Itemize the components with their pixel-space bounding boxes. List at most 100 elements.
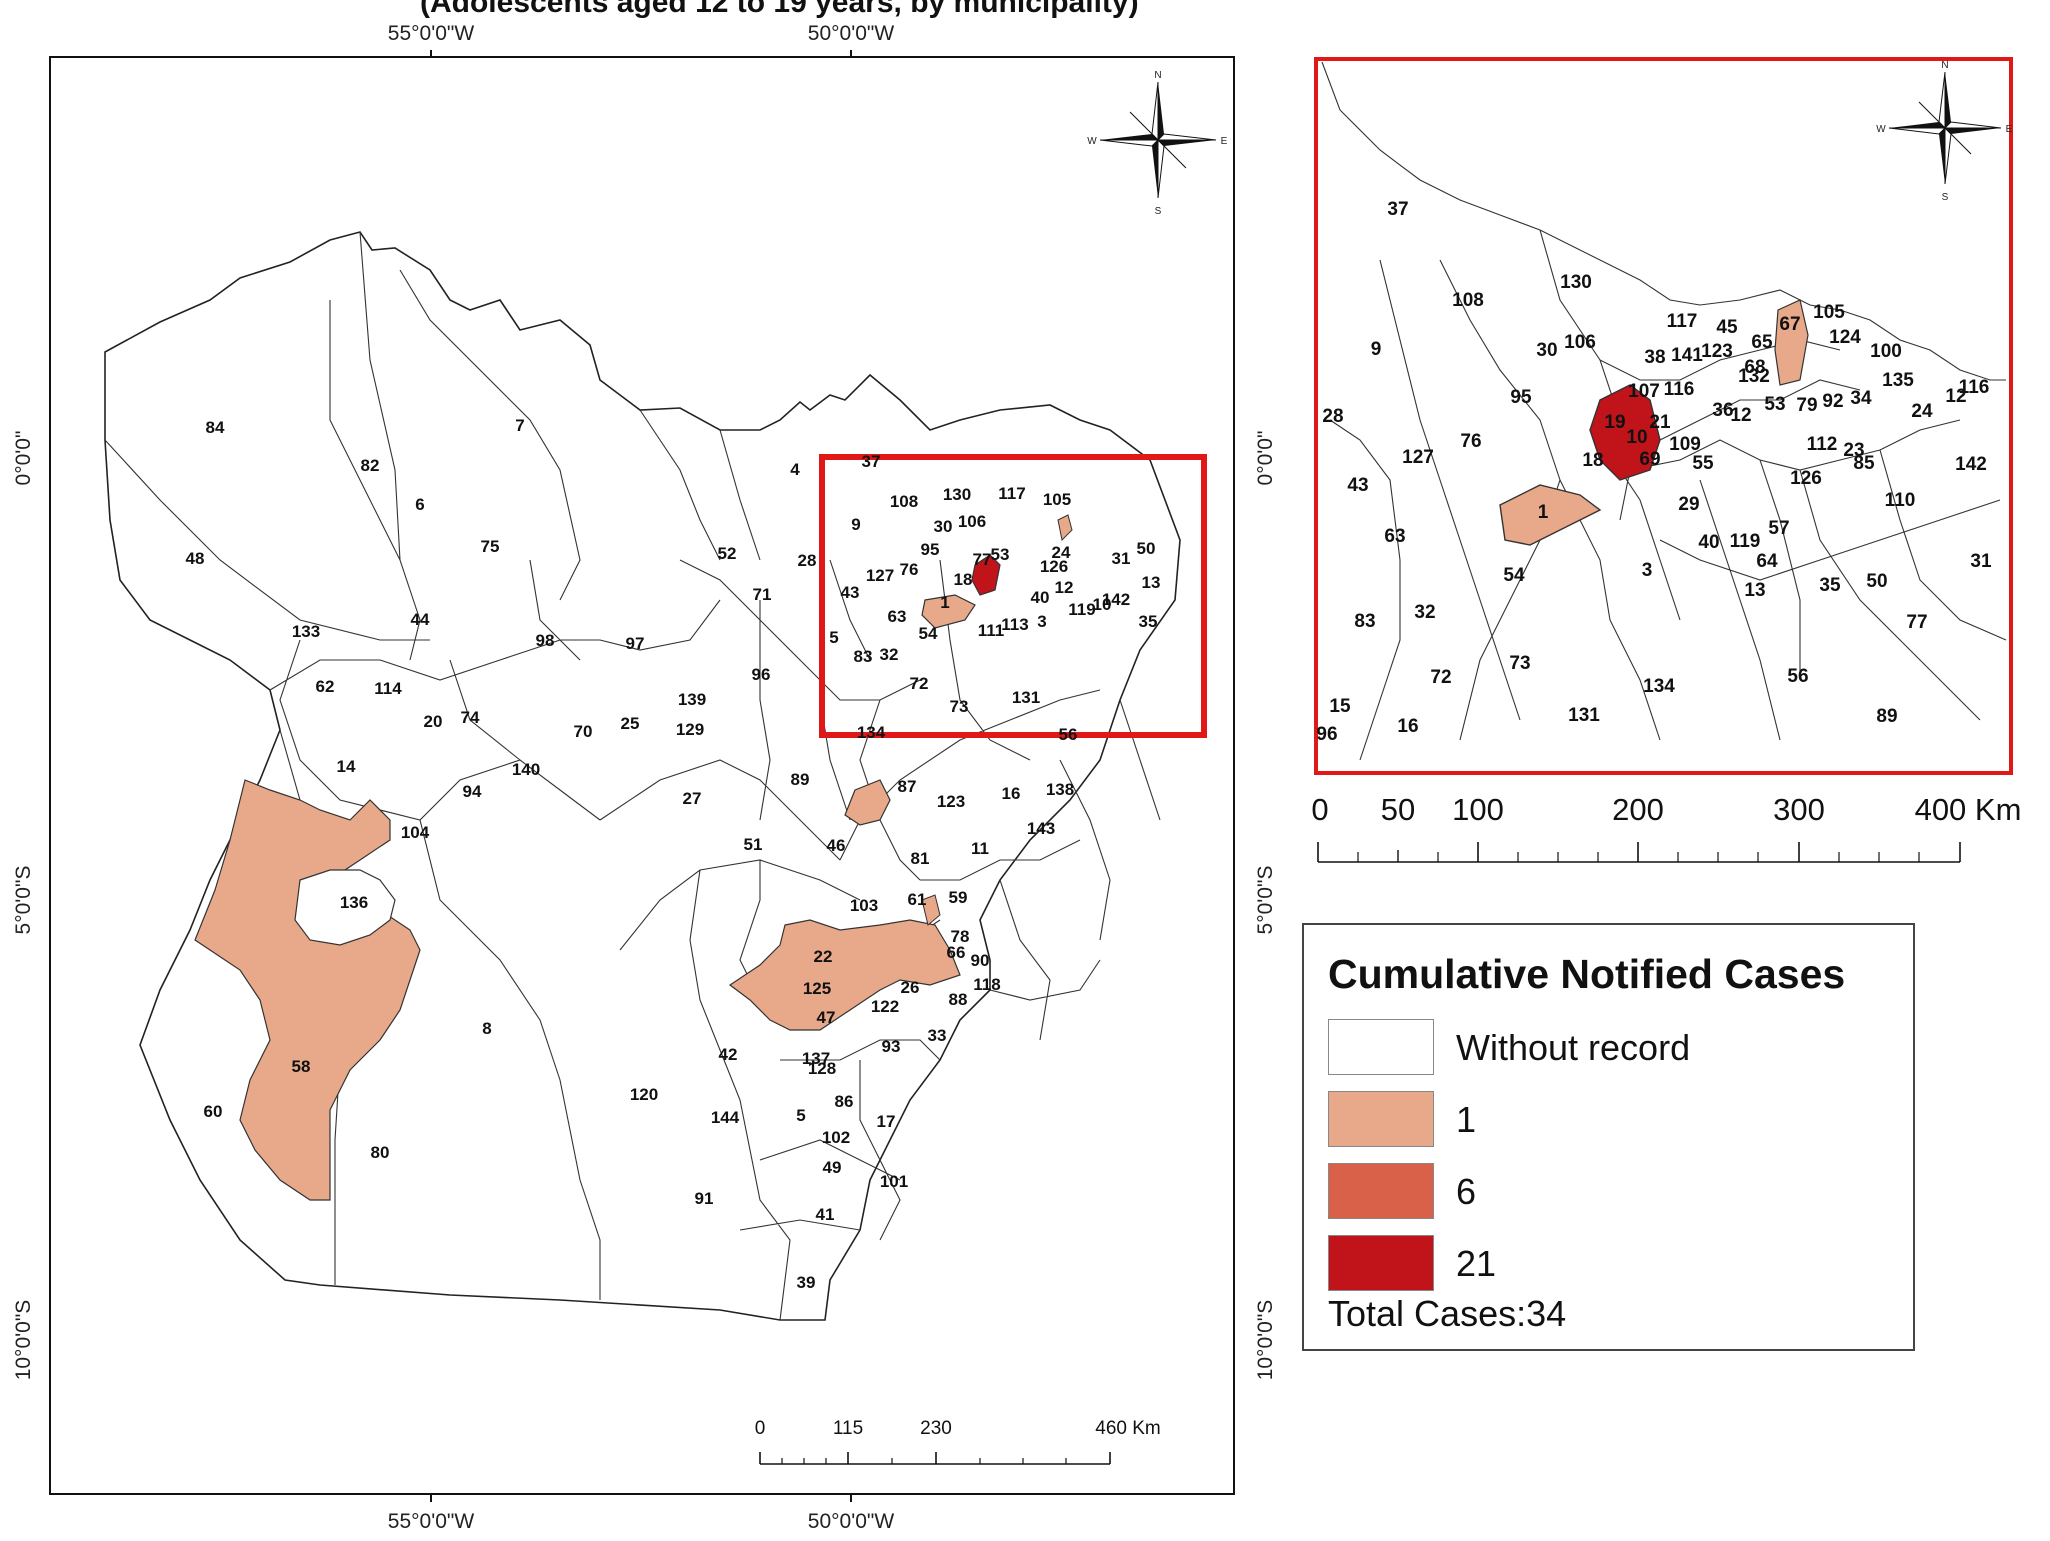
municipality-label: 15 <box>1329 696 1351 717</box>
municipality-label: 123 <box>937 792 965 811</box>
inset-compass-e: E <box>2006 124 2013 135</box>
municipality-label: 30 <box>934 517 953 536</box>
municipality-label: 22 <box>814 947 833 966</box>
municipality-label: 31 <box>1970 551 1992 572</box>
municipality-label: 12 <box>1055 578 1074 597</box>
municipality-label: 139 <box>678 690 706 709</box>
municipality-label: 94 <box>463 782 482 801</box>
municipality-label: 48 <box>186 549 205 568</box>
municipality-label: 37 <box>1387 199 1408 220</box>
municipality-label: 60 <box>204 1102 223 1121</box>
municipality-label: 102 <box>822 1128 850 1147</box>
municipality-label: 126 <box>1790 468 1822 489</box>
municipality-label: 106 <box>958 512 986 531</box>
legend-swatch-21 <box>1328 1235 1434 1291</box>
municipality-label: 47 <box>817 1008 836 1027</box>
municipality-label: 72 <box>1430 667 1451 688</box>
municipality-label: 10 <box>1626 427 1647 448</box>
municipality-label: 107 <box>1628 381 1660 402</box>
municipality-label: 111 <box>978 621 1005 640</box>
municipality-label: 105 <box>1043 490 1071 509</box>
municipality-label: 134 <box>1643 676 1675 697</box>
right-coord-0: 0°0'0" <box>1254 431 1277 486</box>
municipality-label: 45 <box>1716 317 1738 338</box>
municipality-label: 12 <box>1945 386 1966 407</box>
municipality-label: 24 <box>1052 543 1071 562</box>
municipality-label: 41 <box>816 1205 835 1224</box>
municipality-label: 28 <box>798 551 817 570</box>
scale-main-460: 460 Km <box>1095 1418 1160 1439</box>
scale-inset-300: 300 <box>1773 792 1825 827</box>
municipality-label: 96 <box>752 665 771 684</box>
municipality-label: 75 <box>481 537 500 556</box>
municipality-label: 38 <box>1644 347 1665 368</box>
municipality-label: 18 <box>954 570 973 589</box>
municipality-label: 8 <box>482 1019 491 1038</box>
legend-swatch-6 <box>1328 1163 1434 1219</box>
municipality-label: 71 <box>753 585 772 604</box>
municipality-label: 95 <box>1510 387 1532 408</box>
municipality-label: 89 <box>1876 706 1897 727</box>
scale-main-115: 115 <box>833 1418 863 1439</box>
municipality-label: 73 <box>1509 653 1530 674</box>
municipality-label: 56 <box>1059 725 1078 744</box>
municipality-label: 85 <box>1853 453 1875 474</box>
municipality-label: 14 <box>337 757 356 776</box>
municipality-label: 83 <box>854 647 873 666</box>
municipality-label: 83 <box>1354 611 1375 632</box>
legend-label-6: 6 <box>1456 1171 1477 1212</box>
municipality-label: 70 <box>574 722 593 741</box>
main-map-frame <box>49 56 1235 1495</box>
municipality-label: 103 <box>850 896 878 915</box>
municipality-label: 142 <box>1955 454 1987 475</box>
municipality-label: 17 <box>877 1112 896 1131</box>
municipality-label: 67 <box>1779 314 1800 335</box>
municipality-label: 54 <box>919 624 938 643</box>
municipality-label: 74 <box>461 708 480 727</box>
top-coord-50w: 50°0'0"W <box>808 22 895 45</box>
municipality-label: 79 <box>1796 395 1817 416</box>
municipality-label: 1 <box>1538 502 1549 523</box>
municipality-label: 77 <box>1906 612 1927 633</box>
municipality-label: 116 <box>1959 377 1990 398</box>
municipality-label: 88 <box>949 990 968 1009</box>
scale-bar-inset: 0 50 100 200 300 400 Km <box>1311 792 2021 863</box>
right-coord-5s: 5°0'0"S <box>1254 866 1277 935</box>
municipality-label: 9 <box>1371 339 1382 360</box>
municipality-label: 84 <box>206 418 225 437</box>
inset-compass-n: N <box>1941 60 1948 71</box>
municipality-label: 82 <box>361 456 380 475</box>
municipality-label: 25 <box>621 714 640 733</box>
municipality-label: 32 <box>880 645 899 664</box>
page-title-fragment: (Adolescents aged 12 to 19 years, by mun… <box>420 0 1139 19</box>
scale-inset-200: 200 <box>1612 792 1664 827</box>
scale-inset-0: 0 <box>1311 792 1328 827</box>
municipality-label: 57 <box>1768 518 1789 539</box>
municipality-label: 118 <box>973 975 1000 994</box>
municipality-label: 138 <box>1046 780 1074 799</box>
legend-label-1: 1 <box>1456 1099 1477 1140</box>
municipality-label: 80 <box>371 1143 390 1162</box>
legend-label-21: 21 <box>1456 1243 1497 1284</box>
legend-label-without-record: Without record <box>1456 1027 1691 1068</box>
inset-borders <box>1329 229 2007 761</box>
municipality-label: 117 <box>998 484 1025 503</box>
municipality-label: 5 <box>829 628 838 647</box>
municipality-19-shaded <box>971 554 1001 596</box>
compass-s: S <box>1155 206 1162 217</box>
municipality-label: 53 <box>991 545 1010 564</box>
compass-rose-inset: N E S W <box>1876 60 2012 203</box>
municipality-label: 9 <box>851 515 860 534</box>
municipality-label: 137 <box>802 1049 830 1068</box>
municipality-label: 104 <box>401 823 430 842</box>
municipality-label: 127 <box>866 566 894 585</box>
legend-title: Cumulative Notified Cases <box>1328 951 1846 997</box>
municipality-label: 34 <box>1850 388 1872 409</box>
municipality-label: 126 <box>1040 557 1068 576</box>
municipality-label: 23 <box>1843 440 1864 461</box>
municipality-label: 124 <box>1829 327 1861 348</box>
municipality-label: 117 <box>1667 311 1698 332</box>
right-coord-10s: 10°0'0"S <box>1254 1300 1277 1381</box>
municipality-label: 6 <box>415 495 424 514</box>
